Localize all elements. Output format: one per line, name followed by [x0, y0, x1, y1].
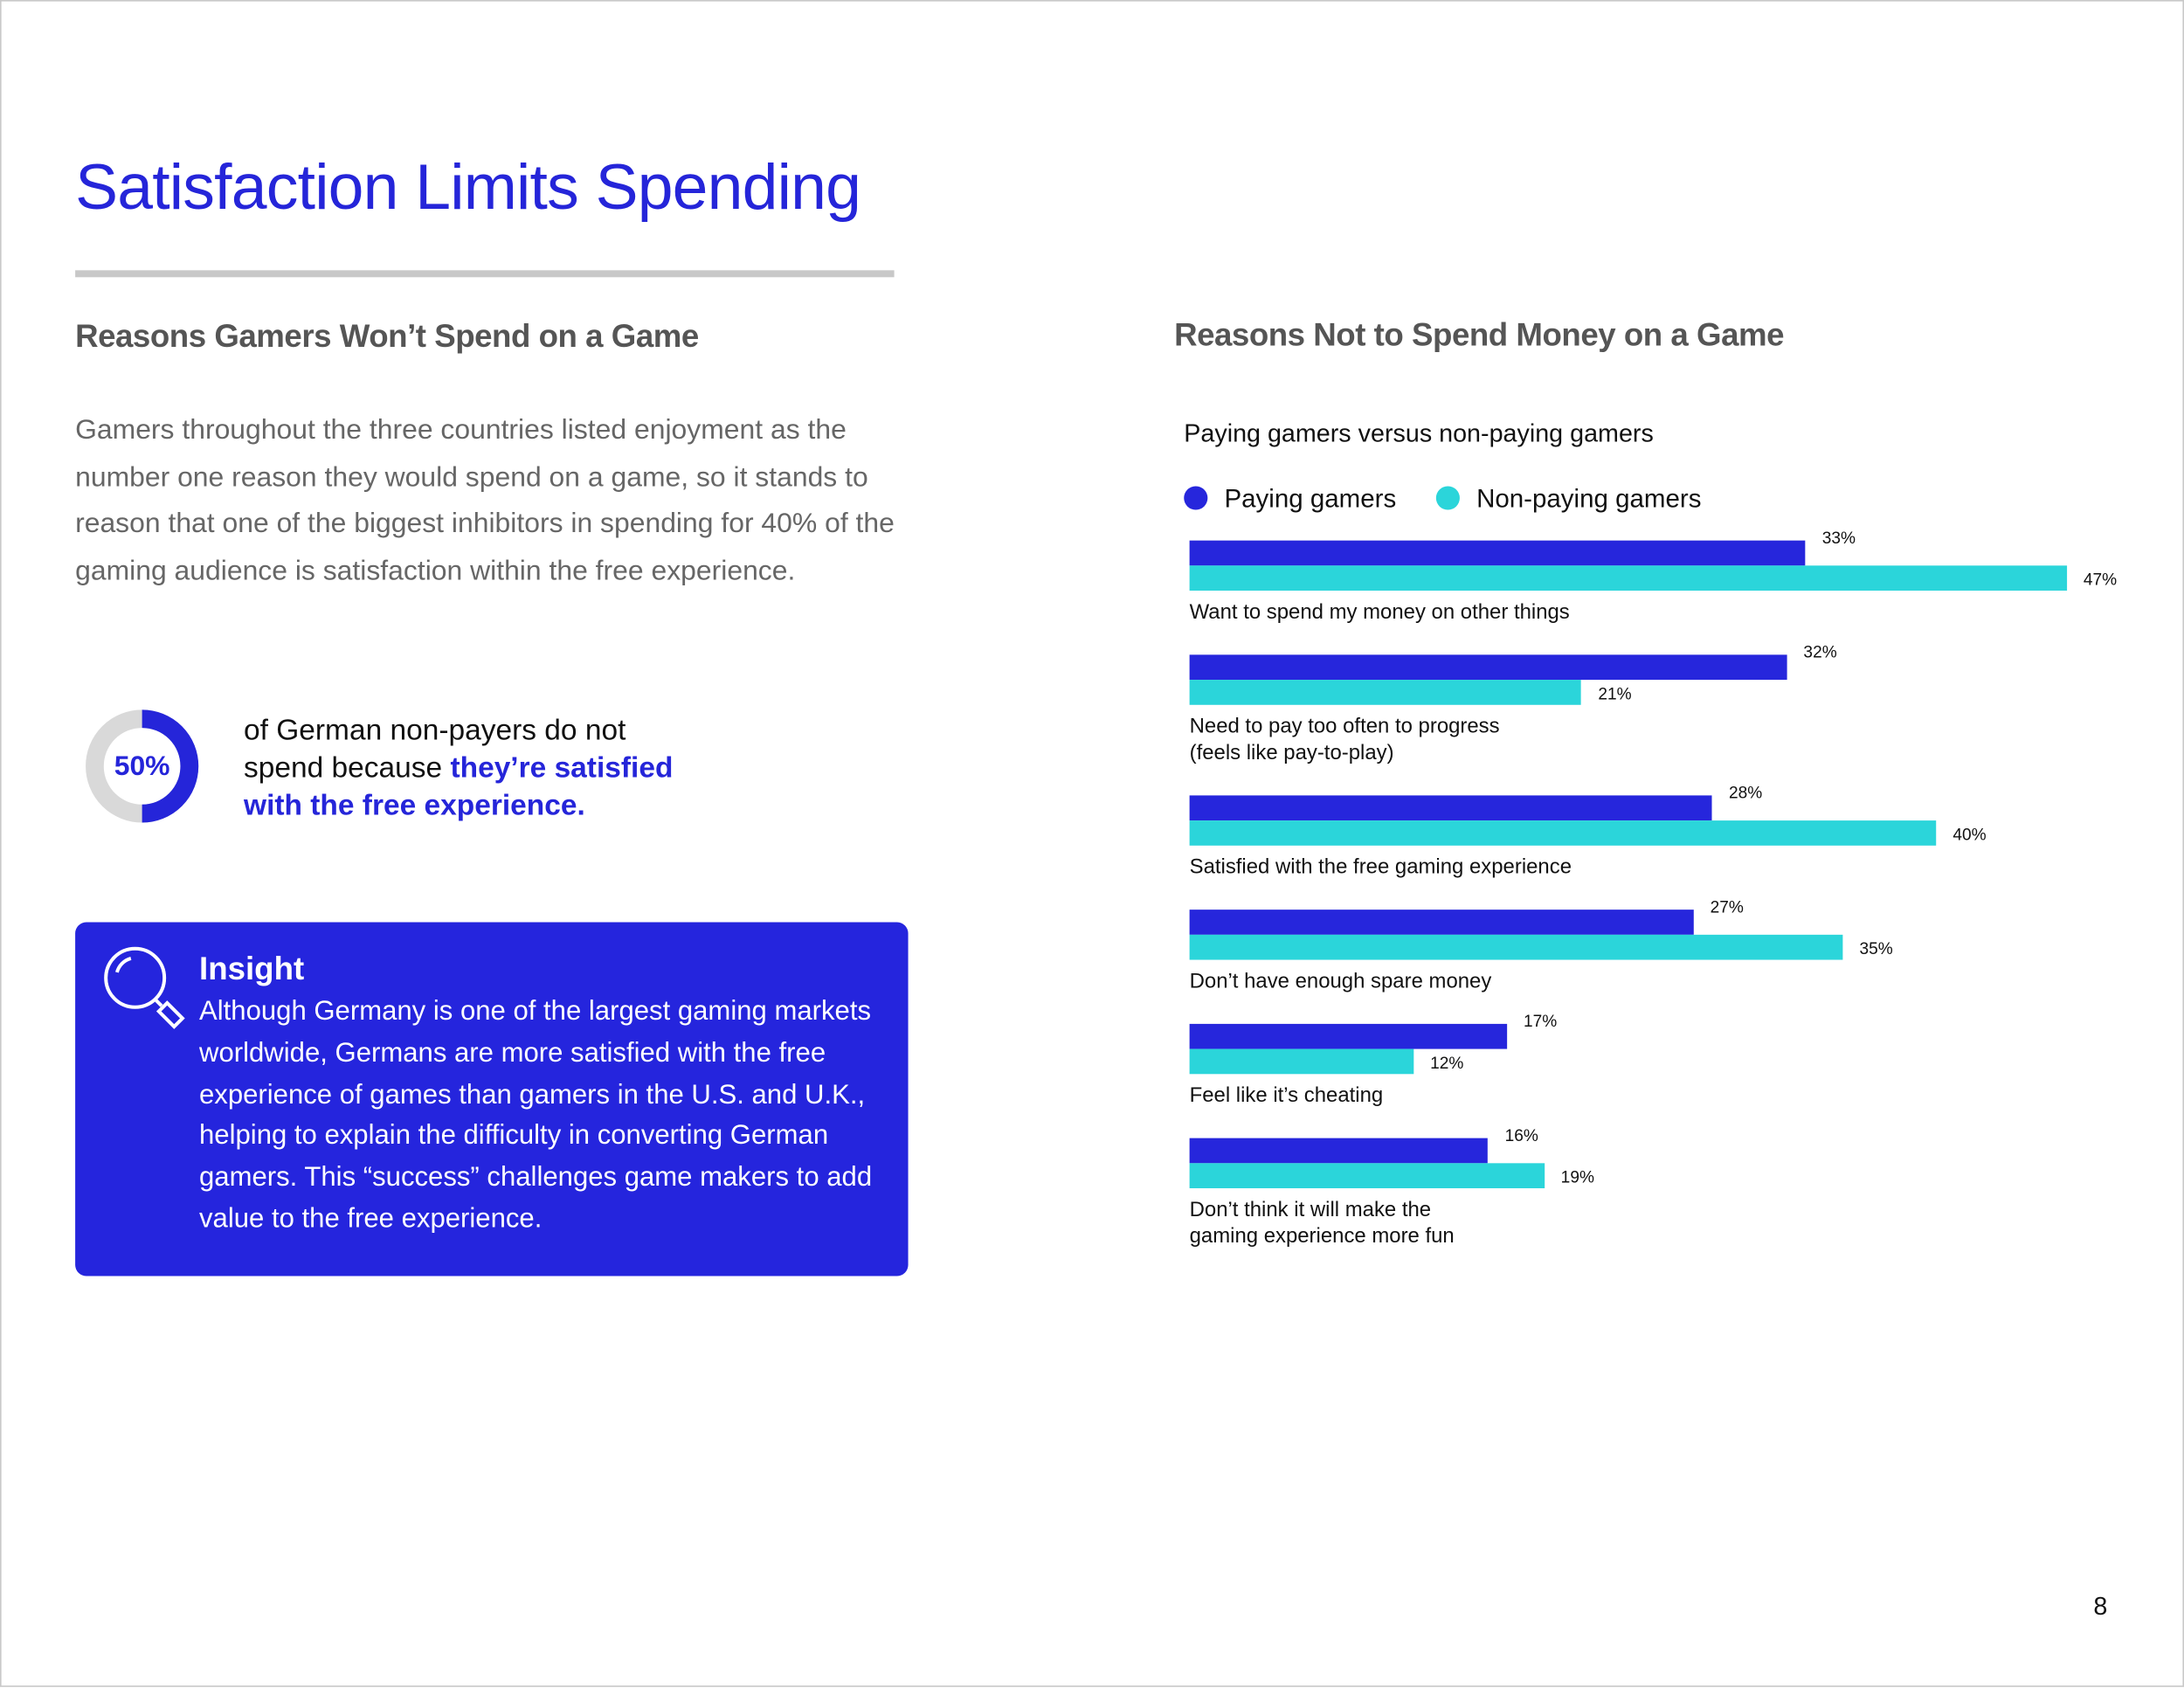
chart-title: Reasons Not to Spend Money on a Game [1174, 315, 1785, 353]
category-label: Need to pay too often to progress (feels… [1189, 714, 1500, 765]
magnifier-icon [104, 946, 185, 1029]
value-label: 27% [1710, 896, 1744, 917]
bar-row: 40% [1189, 820, 2165, 846]
bar-row: 47% [1189, 565, 2165, 591]
bar [1189, 654, 1787, 681]
bar [1189, 1023, 1507, 1049]
legend-label: Non-paying gamers [1476, 483, 1702, 513]
bar [1189, 1138, 1489, 1164]
bar-row: 19% [1189, 1163, 2165, 1189]
bar [1189, 820, 1937, 846]
bar-group: 17% 12% Feel like it’s cheating [1189, 1012, 2165, 1109]
bar [1189, 1048, 1413, 1075]
value-label: 16% [1504, 1125, 1538, 1145]
category-label: Satisfied with the free gaming experienc… [1189, 854, 1572, 880]
bar [1189, 680, 1582, 705]
value-label: 35% [1859, 938, 1893, 958]
bar [1189, 795, 1712, 821]
bar-row: 27% [1189, 897, 2165, 935]
value-label: 19% [1560, 1167, 1594, 1187]
bar-group: 32% 21% Need to pay too often to progress … [1189, 642, 2165, 766]
category-label: Feel like it’s cheating [1189, 1083, 1384, 1108]
page-title: Satisfaction Limits Spending [75, 150, 861, 224]
category-label: Want to spend my money on other things [1189, 600, 1570, 625]
category-label: Don’t think it will make the gaming expe… [1189, 1198, 1455, 1249]
bar-row: 16% [1189, 1125, 2165, 1164]
bar-row: 17% [1189, 1012, 2165, 1049]
legend-label: Paying gamers [1224, 483, 1397, 513]
bar-row: 28% [1189, 783, 2165, 821]
bar [1189, 565, 2067, 591]
insight-title: Insight [198, 950, 305, 986]
value-label: 47% [2083, 570, 2118, 590]
bar [1189, 1163, 1545, 1189]
bar-group: 28% 40% Satisfied with the free gaming exp… [1189, 783, 2165, 880]
legend-swatch [1184, 486, 1208, 510]
value-label: 17% [1523, 1011, 1558, 1031]
title-rule [75, 270, 895, 278]
value-label: 21% [1598, 683, 1632, 704]
bar-group: 27% 35% Don’t have enough spare money [1189, 897, 2165, 994]
stat-text-highlight: they’re satisfied with the free experien… [244, 751, 674, 822]
insight-box: Insight Although Germany is one of the l… [75, 922, 909, 1276]
stat-text: of German non-payers do not spend becaus… [244, 712, 703, 825]
page-number: 8 [2093, 1592, 2108, 1621]
legend-swatch [1435, 486, 1460, 510]
chart-subtitle: Paying gamers versus non-paying gamers [1184, 419, 1654, 447]
stat-text-plain: of German non-payers do not spend becaus… [244, 714, 626, 785]
legend-item: Non-paying gamers [1435, 483, 1702, 514]
body-paragraph: Gamers throughout the three countries li… [75, 415, 895, 586]
value-label: 28% [1728, 783, 1763, 803]
bar-row: 21% [1189, 680, 2165, 705]
section-heading: Reasons Gamers Won’t Spend on a Game [75, 317, 699, 354]
category-label: Don’t have enough spare money [1189, 969, 1492, 993]
bar-row: 12% [1189, 1048, 2165, 1075]
bar-chart: 33% 47% Want to spend my money on other th… [1189, 528, 2165, 1279]
donut-stat: 50% [86, 709, 199, 823]
legend-item: Paying gamers [1184, 483, 1396, 514]
insight-body: Although Germany is one of the largest g… [198, 995, 873, 1235]
value-label: 32% [1803, 642, 1837, 662]
bar-row: 33% [1189, 528, 2165, 566]
bar [1189, 934, 1843, 960]
donut-label: 50% [114, 750, 170, 781]
value-label: 40% [1952, 824, 1987, 845]
donut-arc [142, 709, 199, 823]
bar-group: 33% 47% Want to spend my money on other th… [1189, 528, 2165, 626]
bar-group: 16% 19% Don’t think it will make the gamin… [1189, 1125, 2165, 1250]
bar [1189, 540, 1806, 566]
value-label: 12% [1430, 1053, 1464, 1073]
bar [1189, 910, 1694, 935]
value-label: 33% [1821, 528, 1856, 548]
bar-row: 35% [1189, 934, 2165, 960]
bar-row: 32% [1189, 642, 2165, 681]
